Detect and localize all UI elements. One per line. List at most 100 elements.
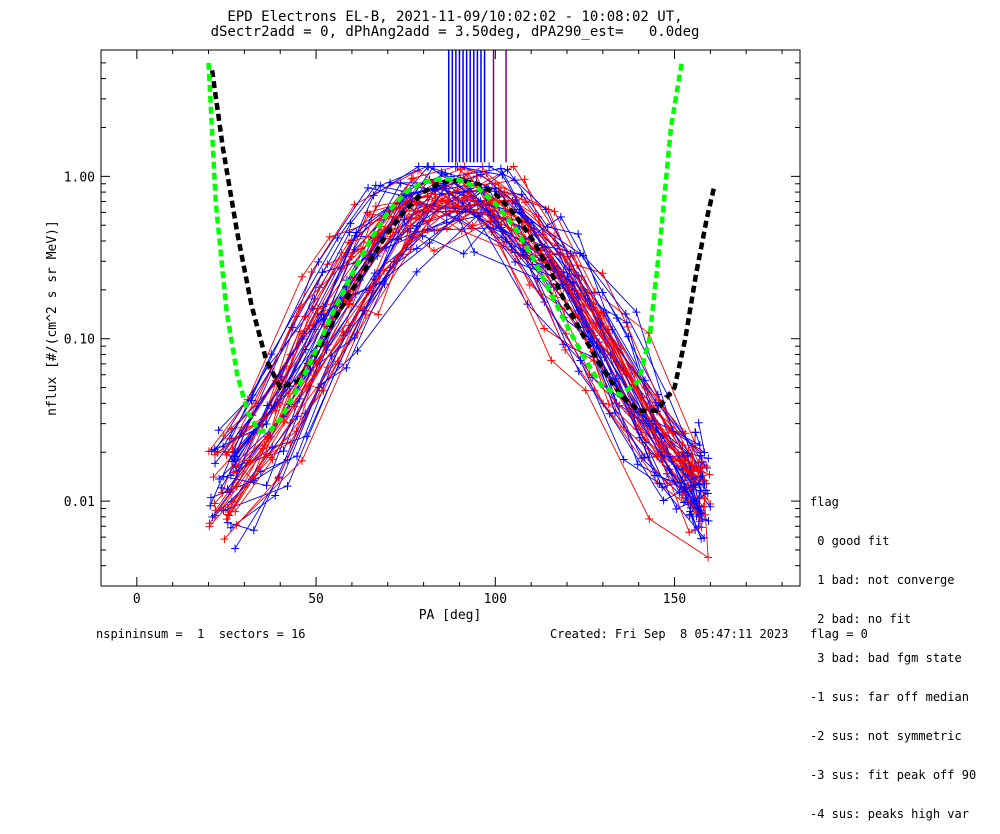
data-point-marker [267,404,276,413]
data-point-marker [323,363,332,372]
data-point-marker [695,441,704,450]
x-tick-label: 50 [308,592,324,607]
data-point-marker [698,471,707,480]
peak-markers [447,50,507,163]
data-point-marker [640,453,649,462]
data-point-marker [686,510,695,519]
data-point-marker [262,481,271,490]
data-point-marker [262,419,271,428]
data-point-marker [677,493,686,502]
plot-frame [100,49,801,587]
data-point-marker [314,257,323,266]
data-point-marker [292,452,301,461]
data-point-marker [364,183,373,192]
data-point-marker [470,248,479,257]
data-point-marker [686,503,695,512]
legend-item: 1 bad: not converge [810,573,955,587]
data-point-marker [596,319,605,328]
data-point-marker [313,304,322,313]
data-series-line [236,191,707,526]
data-point-marker [658,483,667,492]
data-point-marker [205,519,214,528]
x-tick-label: 100 [484,592,507,607]
data-point-marker [698,515,707,524]
data-point-marker [283,482,292,491]
data-point-marker [345,299,354,308]
data-series-line [215,196,703,511]
data-point-marker [687,441,696,450]
data-point-marker [694,418,703,427]
data-point-marker [231,507,240,516]
y-tick-label: 0.10 [64,333,95,348]
data-point-marker [543,222,552,231]
data-point-marker [664,425,673,434]
data-point-marker [228,445,237,454]
data-point-marker [604,400,613,409]
data-point-marker [301,409,310,418]
data-point-marker [210,450,219,459]
legend-item: -1 sus: far off median [810,690,969,704]
data-point-marker [540,324,549,333]
data-point-marker [412,267,421,276]
data-point-marker [561,329,570,338]
data-point-marker [705,470,714,479]
data-point-marker [695,501,704,510]
data-point-marker [365,210,374,219]
legend-item: 3 bad: bad fgm state [810,651,962,665]
data-point-marker [556,212,565,221]
data-point-marker [295,304,304,313]
data-point-marker [370,269,379,278]
data-point-marker [346,219,355,228]
data-point-marker [366,283,375,292]
footer-created: Created: Fri Sep 8 05:47:11 2023 flag = … [550,627,868,641]
data-point-marker [274,474,283,483]
data-point-marker [697,523,706,532]
data-point-marker [498,171,507,180]
data-point-marker [284,389,293,398]
data-series-line [232,178,710,476]
data-point-marker [702,461,711,470]
data-point-marker [249,428,258,437]
data-point-marker [672,505,681,514]
data-point-marker [706,502,715,511]
data-point-marker [318,268,327,277]
data-point-marker [561,345,570,354]
data-point-marker [615,401,624,410]
data-point-marker [519,250,528,259]
data-point-marker [217,483,226,492]
data-point-marker [517,190,526,199]
y-axis-label: nflux [#/(cm^2 s sr MeV)] [45,220,60,416]
data-point-marker [596,308,605,317]
data-point-marker [558,280,567,289]
data-series-line [226,186,701,522]
data-point-marker [599,399,608,408]
data-point-marker [409,174,418,183]
data-point-marker [301,312,310,321]
data-point-marker [509,162,518,171]
data-point-marker [459,249,468,258]
data-point-marker [386,232,395,241]
data-point-marker [692,461,701,470]
data-point-marker [319,314,328,323]
chart-title: EPD Electrons EL-B, 2021-11-09/10:02:02 … [227,9,683,25]
data-point-marker [207,447,216,456]
chart-subtitle: dSectr2add = 0, dPhAng2add = 3.50deg, dP… [210,24,700,40]
data-point-marker [468,221,477,230]
data-point-marker [376,228,385,237]
data-point-marker [429,246,438,255]
data-point-marker [396,179,405,188]
data-point-marker [581,386,590,395]
data-point-marker [624,332,633,341]
data-point-marker [691,428,700,437]
legend-header: flag [810,495,839,509]
data-point-marker [406,221,415,230]
data-point-marker [574,230,583,239]
data-point-marker [298,272,307,281]
data-point-marker [345,228,354,237]
data-point-marker [623,322,632,331]
data-point-marker [541,205,550,214]
data-lines [204,162,715,562]
data-point-marker [605,409,614,418]
data-point-marker [696,517,705,526]
data-point-marker [467,224,476,233]
